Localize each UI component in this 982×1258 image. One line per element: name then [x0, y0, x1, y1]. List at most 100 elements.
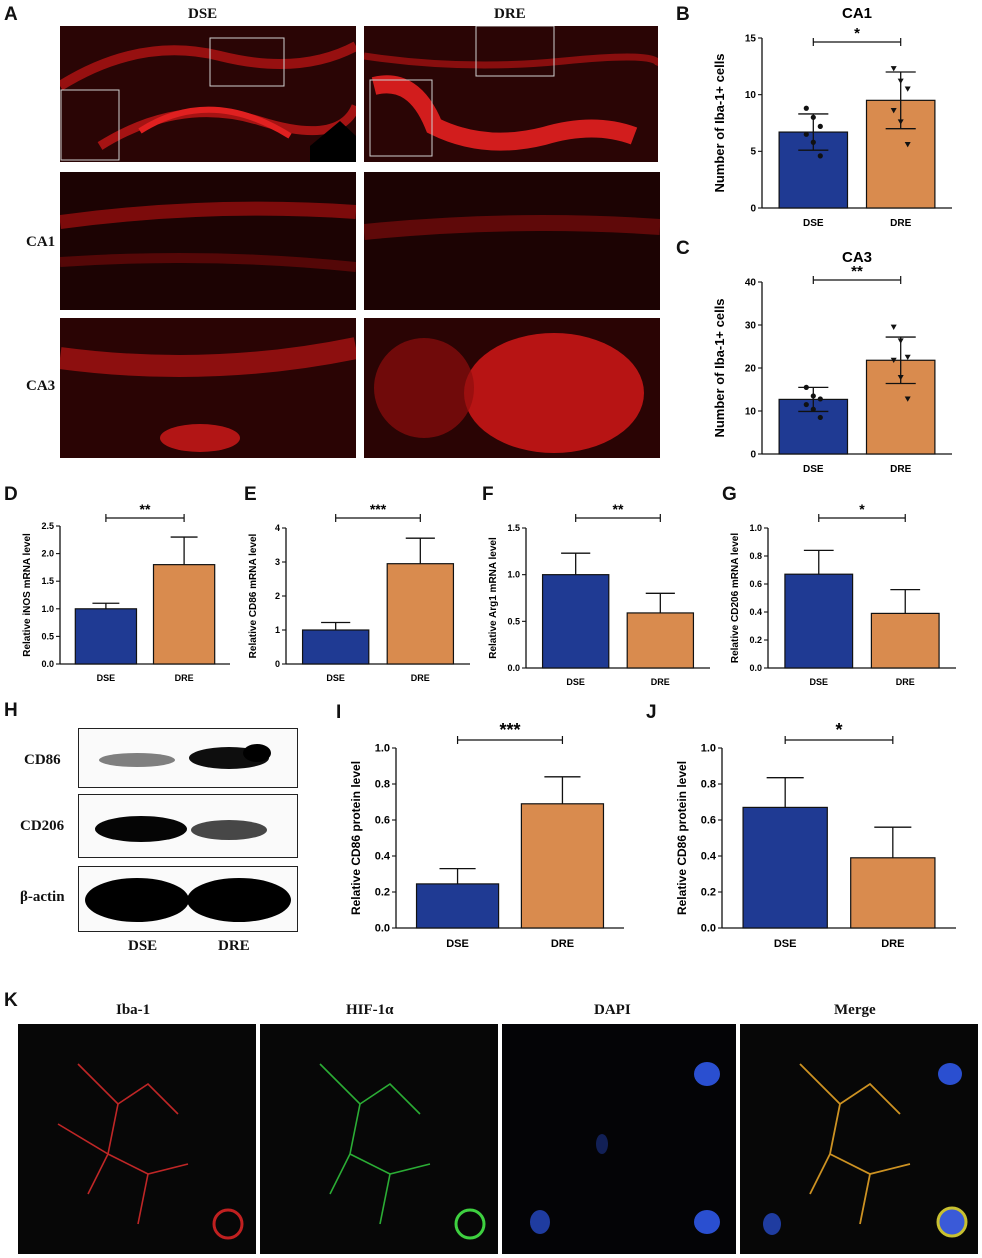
- data-point: [817, 153, 823, 159]
- y-tick-label: 4: [275, 523, 280, 533]
- row-label-ca3: CA3: [26, 378, 56, 394]
- panel-letter-f: F: [482, 484, 494, 505]
- y-tick-label: 1.0: [507, 570, 520, 580]
- y-tick-label: 20: [745, 363, 757, 374]
- chart-title: CA3: [842, 249, 872, 266]
- x-tick-label: DRE: [651, 677, 670, 687]
- k-image-merge: [740, 1024, 978, 1254]
- y-axis-label: Number of Iba-1+ cells: [712, 53, 727, 192]
- channel-label-iba1: Iba-1: [116, 1002, 151, 1018]
- bar-dre: [626, 612, 695, 669]
- chart-c: CA3 0 10 20 30 40 Number of Iba-1+ cells DSE DRE…: [712, 249, 952, 475]
- x-tick-label: DRE: [890, 464, 911, 475]
- y-tick-label: 2: [275, 591, 280, 601]
- x-tick-label: DRE: [896, 677, 915, 687]
- data-point: [890, 66, 897, 72]
- k-image-hif1a: [260, 1024, 498, 1254]
- y-tick-label: 0.4: [749, 607, 762, 617]
- data-point: [803, 384, 809, 390]
- bar-dse: [301, 629, 370, 665]
- x-tick-label: DSE: [97, 673, 116, 683]
- data-point: [803, 105, 809, 111]
- y-tick-label: 10: [745, 406, 757, 417]
- y-tick-label: 0.6: [375, 815, 390, 827]
- y-tick-label: 0: [750, 203, 756, 214]
- chart-j: 0.0 0.2 0.4 0.6 0.8 1.0 Relative CD86 protein …: [675, 720, 956, 950]
- y-tick-label: 1.5: [507, 523, 520, 533]
- x-tick-label: DRE: [411, 673, 430, 683]
- y-tick-label: 0.6: [701, 815, 716, 827]
- bar-dre: [386, 563, 455, 665]
- y-tick-label: 0: [750, 449, 756, 460]
- bar-dre: [152, 564, 216, 665]
- data-point: [803, 401, 809, 408]
- significance-label: *: [854, 25, 860, 42]
- blot-row-cd206: [78, 794, 298, 858]
- y-tick-label: 0.8: [749, 551, 762, 561]
- col-label-dse: DSE: [188, 6, 218, 22]
- y-tick-label: 0.0: [749, 663, 762, 673]
- y-axis-label: Relative Arg1 mRNA level: [488, 537, 499, 659]
- col-label-dre: DRE: [494, 6, 526, 22]
- channel-label-dapi: DAPI: [594, 1002, 631, 1018]
- x-tick-label: DSE: [446, 938, 469, 950]
- y-tick-label: 0.0: [375, 923, 390, 935]
- significance-label: **: [613, 501, 624, 517]
- ca3-image-dse: [60, 318, 356, 458]
- panel-letter-a: A: [4, 4, 18, 25]
- data-point: [897, 374, 904, 381]
- data-point: [904, 142, 911, 148]
- data-point: [890, 108, 897, 114]
- y-tick-label: 1.0: [41, 604, 54, 614]
- significance-label: ***: [370, 501, 387, 517]
- y-tick-label: 15: [745, 33, 757, 44]
- y-tick-label: 1.0: [749, 523, 762, 533]
- y-tick-label: 30: [745, 320, 757, 331]
- x-tick-label: DSE: [774, 938, 797, 950]
- significance-label: **: [851, 263, 863, 280]
- data-point: [817, 123, 823, 129]
- y-tick-label: 3: [275, 557, 280, 567]
- chart-f: 0.0 0.5 1.0 1.5 Relative Arg1 mRNA level DSE D…: [488, 501, 710, 687]
- y-axis-label: Relative iNOS mRNA level: [22, 533, 33, 657]
- y-tick-label: 10: [745, 90, 757, 101]
- y-tick-label: 1.5: [41, 576, 54, 586]
- panel-letter-g: G: [722, 484, 737, 505]
- x-tick-label: DSE: [566, 677, 585, 687]
- data-point: [810, 139, 816, 145]
- lane-label-dse: DSE: [128, 938, 158, 954]
- bar-dse: [74, 608, 138, 665]
- y-tick-label: 5: [750, 147, 756, 158]
- data-point: [897, 119, 904, 125]
- significance-label: ***: [499, 720, 520, 740]
- ca1-image-dre: [364, 172, 660, 310]
- y-tick-label: 2.0: [41, 549, 54, 559]
- y-tick-label: 1: [275, 625, 280, 635]
- bar-dre: [520, 803, 605, 929]
- y-tick-label: 1.0: [375, 743, 390, 755]
- data-point: [890, 324, 897, 330]
- y-tick-label: 40: [745, 277, 757, 288]
- channel-label-hif1a: HIF-1α: [346, 1002, 394, 1018]
- y-tick-label: 1.0: [701, 743, 716, 755]
- y-tick-label: 0.0: [41, 659, 54, 669]
- panel-letter-b: B: [676, 4, 690, 25]
- data-point: [817, 414, 823, 421]
- band-label-cd206: CD206: [20, 818, 65, 834]
- chart-i: 0.0 0.2 0.4 0.6 0.8 1.0 Relative CD86 protein …: [349, 720, 624, 950]
- k-image-iba1: [18, 1024, 256, 1254]
- y-axis-label: Relative CD86 protein level: [675, 761, 689, 915]
- blot-row-beta-actin: [78, 866, 298, 932]
- panel-letter-k: K: [4, 990, 18, 1011]
- panel-letter-i: I: [336, 702, 342, 723]
- ca3-image-dre: [364, 318, 660, 458]
- bar-dse: [541, 574, 610, 669]
- y-tick-label: 0.2: [701, 887, 716, 899]
- data-point: [817, 396, 823, 402]
- bar-dse: [415, 883, 500, 929]
- data-point: [810, 393, 816, 399]
- y-tick-label: 0.0: [701, 923, 716, 935]
- y-tick-label: 0.8: [375, 779, 390, 791]
- x-tick-label: DSE: [810, 677, 829, 687]
- y-tick-label: 0.0: [507, 663, 520, 673]
